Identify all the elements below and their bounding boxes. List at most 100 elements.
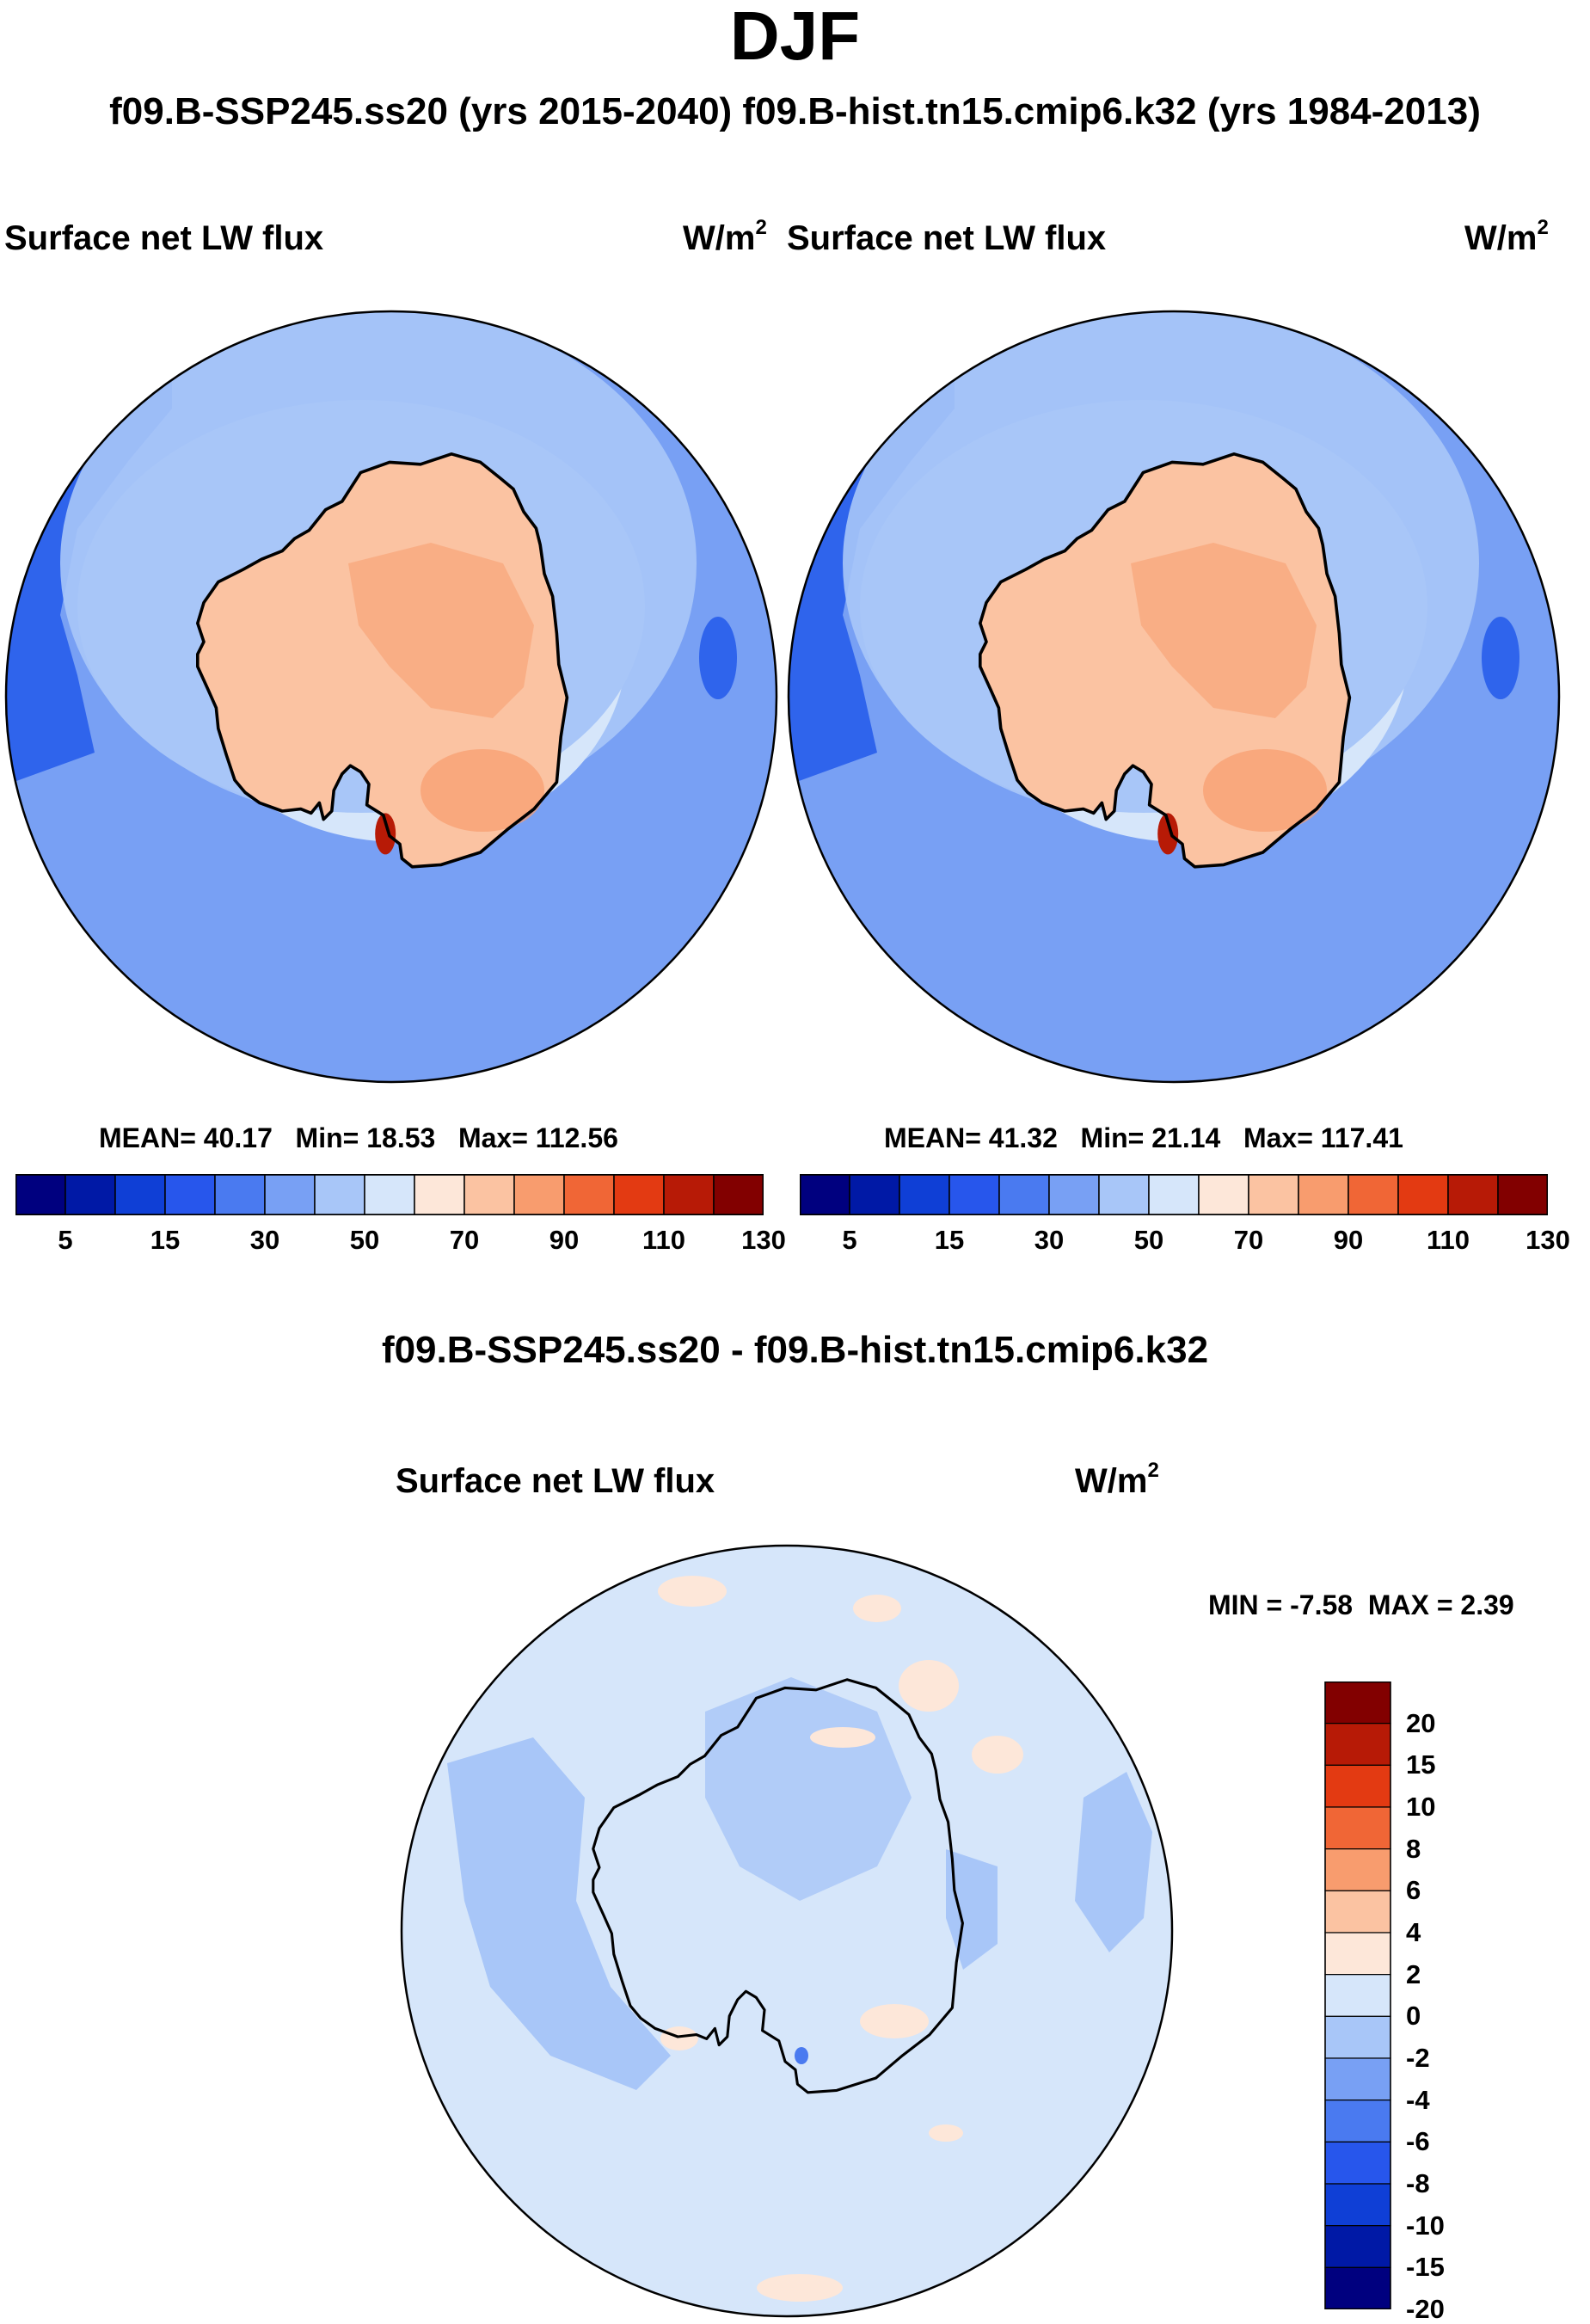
continent-high-field-2 xyxy=(1203,749,1327,832)
colorbar-box-11 xyxy=(563,1174,615,1215)
colorbar-tick-label: 130 xyxy=(741,1225,786,1255)
colorbar-box-8 xyxy=(1324,2015,1391,2059)
colorbar-tick-label: -15 xyxy=(1406,2252,1445,2283)
panel2-units: W/m2 xyxy=(1464,216,1549,258)
colorbar-tick-label: -8 xyxy=(1406,2168,1430,2198)
colorbar-tick-label: 70 xyxy=(449,1225,480,1255)
panel3-min: MIN = -7.58 xyxy=(1208,1589,1354,1620)
panel3-units: W/m2 xyxy=(1075,1459,1159,1501)
colorbar-box-2 xyxy=(114,1174,166,1215)
panel2-title: Surface net LW flux xyxy=(787,219,1107,257)
colorbar-box-3 xyxy=(948,1174,1000,1215)
colorbar-box-0 xyxy=(800,1174,850,1215)
local-min-field xyxy=(795,2047,808,2064)
map-border xyxy=(4,310,778,1084)
colorbar-box-5 xyxy=(1324,1890,1391,1934)
map2-fields xyxy=(789,311,1559,1082)
colorbar-box-14 xyxy=(1497,1174,1548,1215)
colorbar-box-14 xyxy=(1324,2266,1391,2309)
colorbar-tick-label: 6 xyxy=(1406,1875,1421,1906)
colorbar-box-8 xyxy=(414,1174,465,1215)
colorbar-tick-label: 110 xyxy=(642,1225,685,1255)
continent-high-field-2 xyxy=(421,749,544,832)
coastline xyxy=(196,452,569,869)
colorbar-tick-label: 130 xyxy=(1526,1225,1570,1255)
ocean-dark-spot xyxy=(1482,617,1519,699)
colorbar-box-0 xyxy=(1324,1682,1391,1725)
panel3-title: Surface net LW flux xyxy=(396,1462,715,1500)
colorbar-box-1 xyxy=(849,1174,900,1215)
continent-high-field xyxy=(1131,543,1317,718)
panel3-colorbar xyxy=(1324,1682,1391,2309)
colorbar-tick-label: 8 xyxy=(1406,1833,1421,1864)
colorbar-tick-label: 30 xyxy=(249,1225,280,1255)
colorbar-box-13 xyxy=(1324,2225,1391,2268)
panel3-map xyxy=(400,1544,1174,2318)
colorbar-box-9 xyxy=(463,1174,515,1215)
panel1-title: Surface net LW flux xyxy=(4,219,324,257)
panel1-max: Max= 112.56 xyxy=(457,1122,618,1153)
colorbar-box-4 xyxy=(214,1174,266,1215)
decrease-field-east xyxy=(1075,1772,1152,1952)
colorbar-box-9 xyxy=(1324,2057,1391,2101)
colorbar-tick-label: -20 xyxy=(1406,2294,1445,2324)
colorbar-tick-label: 110 xyxy=(1426,1225,1470,1255)
colorbar-box-14 xyxy=(713,1174,764,1215)
decrease-field-west xyxy=(447,1737,671,2090)
colorbar-frame xyxy=(800,1174,1548,1215)
colorbar-tick-label: 5 xyxy=(842,1225,857,1255)
panel2-map xyxy=(787,310,1561,1084)
colorbar-box-10 xyxy=(513,1174,565,1215)
panel1-map xyxy=(4,310,778,1084)
colorbar-box-12 xyxy=(1397,1174,1449,1215)
colorbar-tick-label: 90 xyxy=(1333,1225,1364,1255)
colorbar-tick-label: 15 xyxy=(1406,1749,1436,1780)
colorbar-box-12 xyxy=(613,1174,665,1215)
diff-title: f09.B-SSP245.ss20 - f09.B-hist.tn15.cmip… xyxy=(381,1329,1209,1371)
colorbar-tick-label: 90 xyxy=(549,1225,580,1255)
coastline xyxy=(979,452,1352,869)
colorbar-box-5 xyxy=(264,1174,316,1215)
colorbar-box-12 xyxy=(1324,2183,1391,2227)
colorbar-tick-label: 50 xyxy=(349,1225,380,1255)
increase-patch-1 xyxy=(853,1595,901,1622)
colorbar-tick-label: 15 xyxy=(150,1225,181,1255)
colorbar-box-2 xyxy=(1324,1764,1391,1808)
increase-patch-6 xyxy=(406,2159,454,2228)
map1-fields xyxy=(6,311,777,1082)
sub-title: f09.B-SSP245.ss20 (yrs 2015-2040) f09.B-… xyxy=(109,90,1481,132)
colorbar-box-3 xyxy=(1324,1806,1391,1850)
panel2-max: Max= 117.41 xyxy=(1243,1122,1403,1153)
map3-fields xyxy=(402,1546,1172,2316)
panel3-max: MAX = 2.39 xyxy=(1367,1589,1514,1620)
colorbar-frame xyxy=(1324,1682,1391,2309)
panel1-stats: MEAN= 40.17 Min= 18.53 Max= 112.56 xyxy=(99,1122,618,1153)
increase-patch-3 xyxy=(972,1736,1023,1774)
panel1-mean: MEAN= 40.17 xyxy=(99,1122,273,1153)
panel2-colorbar xyxy=(800,1174,1548,1215)
colorbar-box-11 xyxy=(1348,1174,1399,1215)
increase-patch-9 xyxy=(660,2026,698,2050)
panel2-min: Min= 21.14 xyxy=(1080,1122,1221,1153)
continent-group xyxy=(592,1678,964,2094)
colorbar-tick-label: -10 xyxy=(1406,2210,1445,2241)
colorbar-box-6 xyxy=(314,1174,365,1215)
colorbar-tick-label: 2 xyxy=(1406,1958,1421,1989)
colorbar-box-7 xyxy=(1324,1974,1391,2017)
colorbar-box-6 xyxy=(1324,1932,1391,1976)
colorbar-tick-label: 20 xyxy=(1406,1707,1436,1738)
main-title: DJF xyxy=(729,0,861,74)
panel1-min: Min= 18.53 xyxy=(295,1122,436,1153)
colorbar-tick-label: 4 xyxy=(1406,1917,1421,1947)
map-border xyxy=(787,310,1561,1084)
colorbar-box-1 xyxy=(64,1174,116,1215)
colorbar-box-4 xyxy=(1324,1848,1391,1891)
increase-patch-0 xyxy=(658,1576,727,1607)
colorbar-box-10 xyxy=(1298,1174,1349,1215)
peak-field xyxy=(1157,813,1179,855)
colorbar-box-13 xyxy=(663,1174,715,1215)
peak-field xyxy=(375,813,396,855)
colorbar-box-11 xyxy=(1324,2141,1391,2185)
ocean-dark-spot xyxy=(699,617,737,699)
colorbar-tick-label: 5 xyxy=(58,1225,73,1255)
